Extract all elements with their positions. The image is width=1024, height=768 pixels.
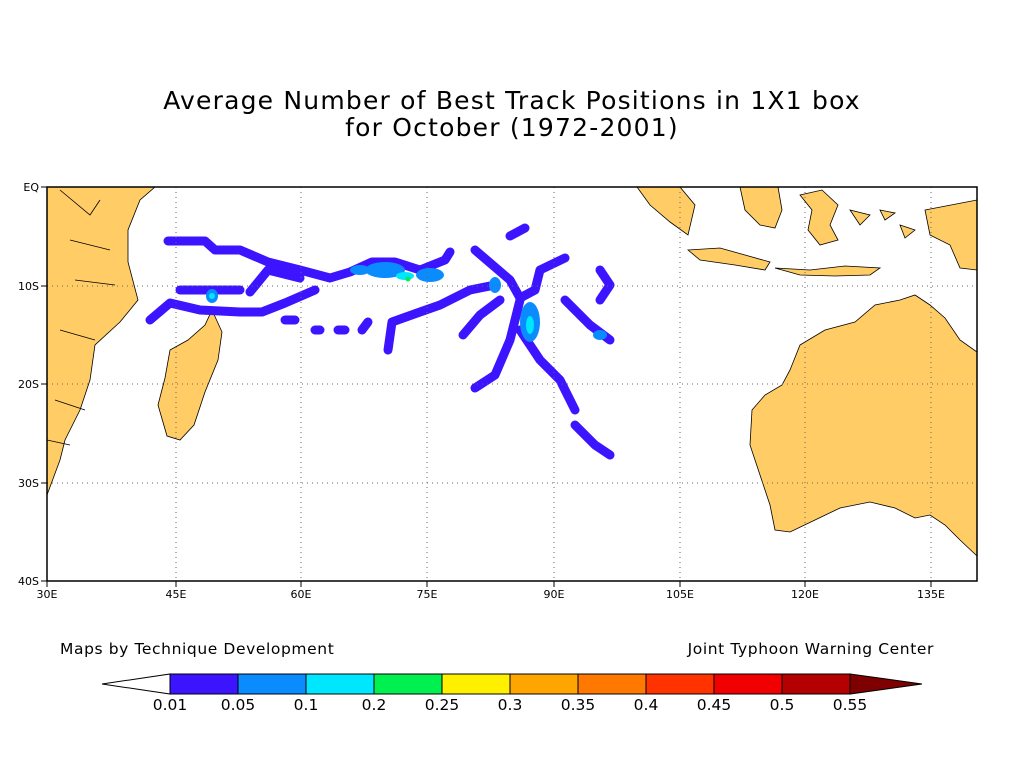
colorbar-swatch: [577, 673, 647, 695]
colorbar-swatch: [305, 673, 375, 695]
lon-label: 135E: [917, 588, 945, 601]
lat-lon-grid: [47, 187, 977, 581]
sulawesi-landmass: [799, 189, 839, 246]
colorbar-swatch: [713, 673, 783, 695]
track-density-map: EQ 10S 20S 30S 40S 30E 45E 60E 75E 90E 1…: [18, 181, 978, 601]
lat-label: EQ: [23, 181, 39, 194]
lon-label: 30E: [37, 588, 58, 601]
colorbar-label: 0.05: [221, 696, 256, 714]
maluku-islands: [849, 209, 916, 239]
lat-label: 40S: [18, 575, 39, 588]
colorbar-swatch: [781, 673, 851, 695]
java-landmass: [686, 247, 771, 271]
colorbar-label: 0.01: [153, 696, 188, 714]
lat-label: 30S: [18, 477, 39, 490]
map-title: Average Number of Best Track Positions i…: [163, 86, 861, 115]
lon-label: 120E: [791, 588, 819, 601]
lon-label: 45E: [166, 588, 187, 601]
lat-label: 10S: [18, 280, 39, 293]
lon-label: 60E: [291, 588, 312, 601]
colorbar-label: 0.4: [634, 696, 659, 714]
colorbar-label: 0.1: [294, 696, 319, 714]
lon-label: 90E: [544, 588, 565, 601]
australia-landmass: [749, 294, 977, 557]
colorbar-swatch: [509, 673, 579, 695]
colorbar-label: 0.25: [425, 696, 460, 714]
colorbar-label: 0.45: [697, 696, 732, 714]
colorbar-under-arrow: [101, 673, 171, 695]
madagascar-landmass: [157, 309, 223, 441]
lat-label: 20S: [18, 378, 39, 391]
sunda-islands: [774, 265, 882, 277]
colorbar-over-arrow: [849, 673, 923, 695]
africa-landmass: [47, 187, 156, 496]
colorbar-swatch: [441, 673, 511, 695]
colorbar-label: 0.5: [770, 696, 795, 714]
map-subtitle: for October (1972-2001): [345, 113, 679, 142]
colorbar-label: 0.35: [561, 696, 596, 714]
new-guinea-landmass: [924, 199, 977, 271]
colorbar-label: 0.55: [833, 696, 868, 714]
colorbar-swatch: [373, 673, 443, 695]
colorbar-label: 0.2: [362, 696, 387, 714]
colorbar-swatch: [237, 673, 307, 695]
lon-label: 75E: [417, 588, 438, 601]
colorbar-swatch: [645, 673, 715, 695]
lon-label: 105E: [666, 588, 694, 601]
colorbar-swatch: [169, 673, 239, 695]
colorbar-label: 0.3: [498, 696, 523, 714]
borneo-landmass: [739, 187, 783, 229]
credit-right: Joint Typhoon Warning Center: [687, 640, 934, 658]
track-density-contours: [145, 223, 615, 460]
credit-left: Maps by Technique Development: [60, 640, 335, 658]
